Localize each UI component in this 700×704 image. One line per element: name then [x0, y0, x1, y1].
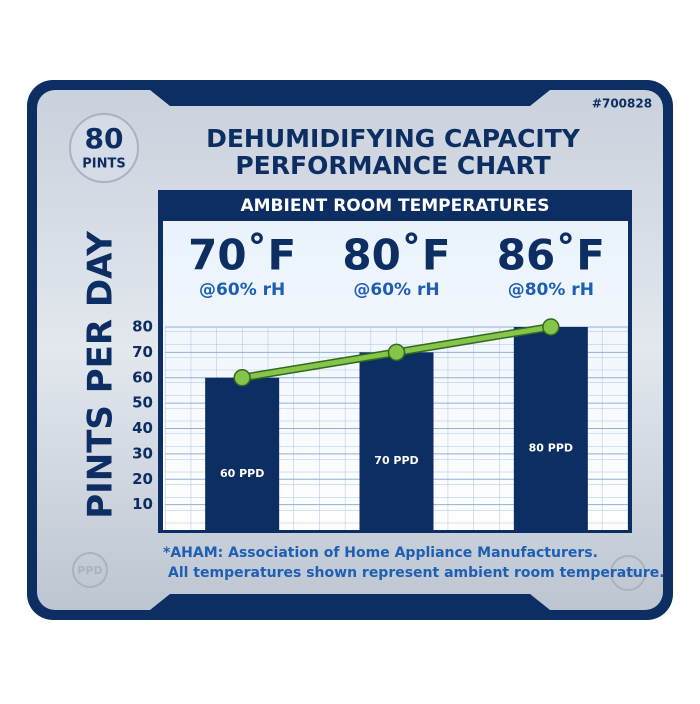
line-point: [542, 318, 560, 336]
corner-badge: [72, 552, 108, 588]
y-tick-label: 60: [132, 368, 153, 386]
category-label: 86˚F: [497, 231, 605, 280]
line-point: [387, 343, 406, 362]
y-tick-label: 80: [132, 318, 153, 336]
subtitle: AMBIENT ROOM TEMPERATURES: [240, 196, 549, 216]
notch-bottom: [150, 594, 550, 610]
bar: [205, 377, 280, 530]
corner-label: rH: [621, 567, 636, 580]
category-note: @80% rH: [508, 280, 594, 300]
y-tick-label: 50: [132, 394, 153, 412]
footnote: All temperatures shown represent ambient…: [168, 565, 665, 581]
line-point: [233, 369, 251, 387]
y-tick-label: 20: [132, 470, 153, 488]
corner-label: PPD: [77, 564, 102, 577]
y-tick-label: 30: [132, 444, 153, 462]
bar: [359, 352, 434, 530]
category-label: 80˚F: [342, 231, 450, 280]
badge-unit: PINTS: [82, 157, 125, 172]
bar: [513, 327, 588, 530]
category-note: @60% rH: [353, 280, 439, 300]
y-axis-label: PINTS PER DAY: [81, 231, 121, 519]
badge: [69, 113, 139, 183]
value-label: 60 PPD: [220, 467, 264, 480]
footnote: *AHAM: Association of Home Appliance Man…: [163, 545, 598, 561]
value-label: 80 PPD: [529, 442, 573, 455]
chart-title: DEHUMIDIFYING CAPACITY: [206, 124, 581, 153]
badge-number: 80: [85, 122, 124, 155]
notch-top: [150, 90, 550, 106]
y-tick-label: 40: [132, 419, 153, 437]
chart-title: PERFORMANCE CHART: [235, 151, 550, 180]
corner-badge: [610, 555, 646, 591]
category-label: 70˚F: [188, 231, 296, 280]
y-tick-label: 70: [132, 343, 153, 361]
y-tick-label: 10: [132, 495, 153, 513]
value-label: 70 PPD: [374, 454, 418, 467]
part-number: #700828: [592, 97, 652, 111]
category-note: @60% rH: [199, 280, 285, 300]
